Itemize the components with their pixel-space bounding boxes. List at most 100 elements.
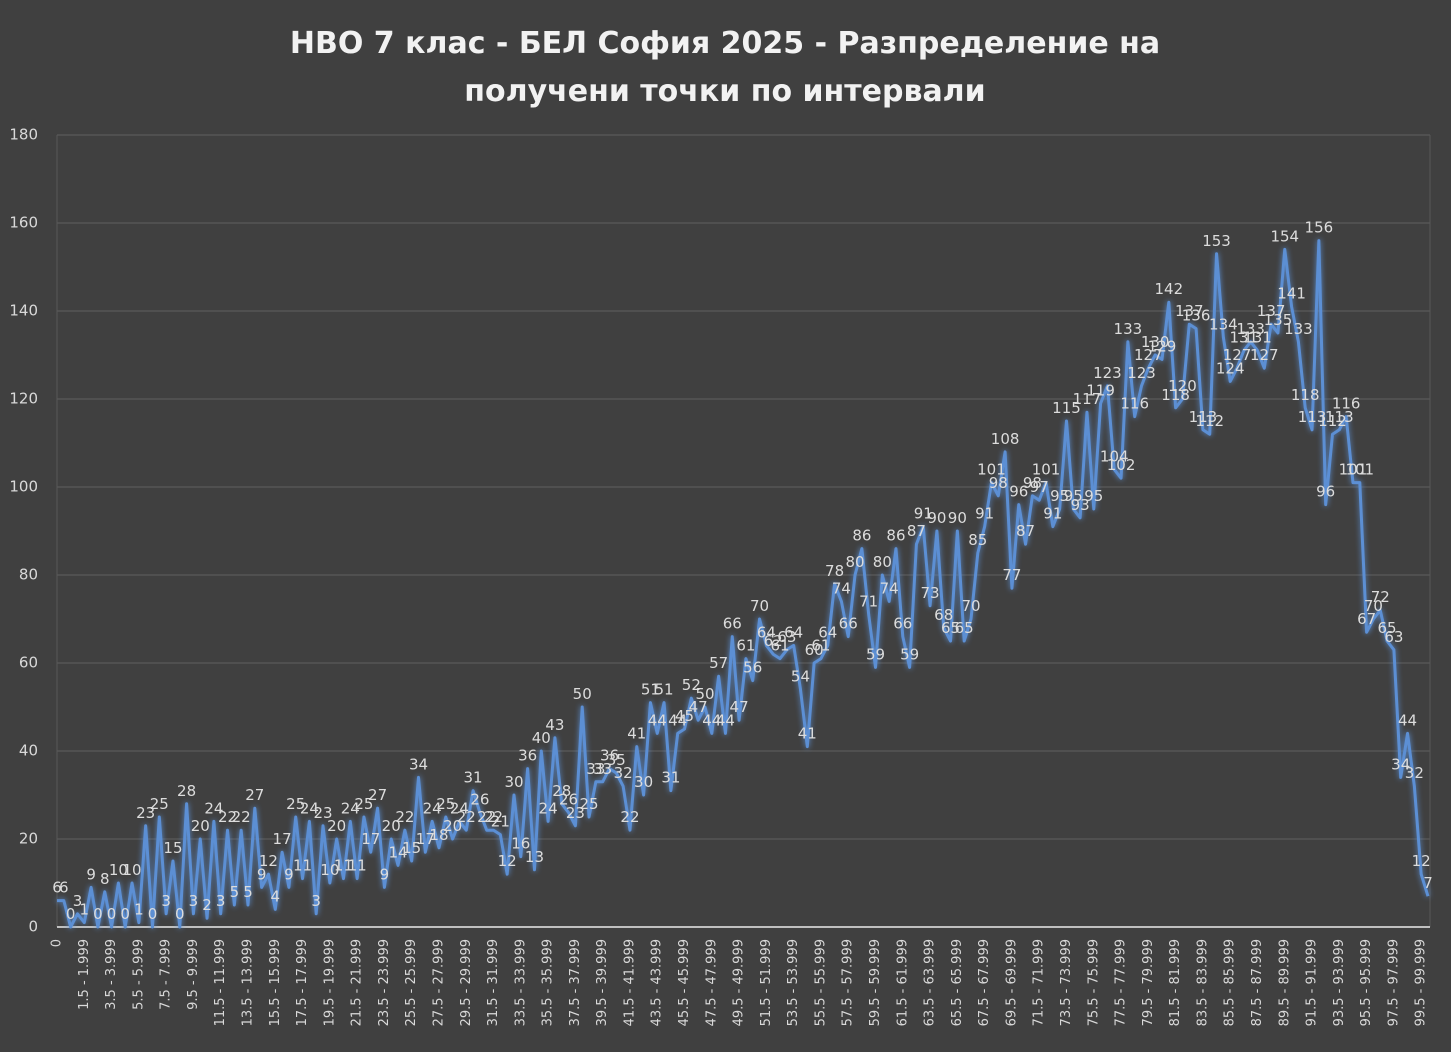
data-label: 24 [341, 799, 360, 817]
data-label: 44 [1398, 711, 1417, 729]
x-tick-label: 33.5 - 33.999 [513, 939, 528, 1026]
data-label: 15 [402, 839, 421, 857]
data-label: 141 [1277, 285, 1306, 303]
data-label: 33 [593, 760, 612, 778]
x-tick-label: 25.5 - 25.999 [404, 939, 419, 1026]
data-label: 41 [798, 725, 817, 743]
data-label: 10 [109, 861, 128, 879]
data-label: 130 [1141, 333, 1170, 351]
x-tick-label: 71.5 - 71.999 [1032, 939, 1047, 1026]
x-tick-label: 79.5 - 79.999 [1141, 939, 1156, 1026]
data-label: 15 [163, 839, 182, 857]
data-label: 26 [559, 791, 578, 809]
data-label: 22 [620, 808, 639, 826]
data-label: 17 [361, 830, 380, 848]
data-label: 30 [634, 773, 653, 791]
x-tick-label: 67.5 - 67.999 [977, 939, 992, 1026]
data-label: 23 [566, 804, 585, 822]
data-label: 66 [839, 615, 858, 633]
data-label: 23 [313, 804, 332, 822]
data-label: 11 [334, 857, 353, 875]
data-label: 18 [429, 826, 448, 844]
data-label: 20 [327, 817, 346, 835]
data-label: 31 [464, 769, 483, 787]
x-tick-label: 13.5 - 13.999 [240, 939, 255, 1026]
data-label: 12 [498, 852, 517, 870]
data-label: 74 [880, 579, 899, 597]
x-tick-label: 59.5 - 59.999 [868, 939, 883, 1026]
data-label: 44 [668, 711, 687, 729]
x-tick-label: 17.5 - 17.999 [295, 939, 310, 1026]
data-label: 123 [1127, 364, 1156, 382]
data-label: 134 [1209, 315, 1238, 333]
data-label: 24 [300, 799, 319, 817]
x-tick-label: 9.5 - 9.999 [186, 939, 201, 1010]
data-label: 0 [107, 905, 117, 923]
x-tick-label: 99.5 - 99.999 [1414, 939, 1429, 1026]
x-tick-label: 41.5 - 41.999 [622, 939, 637, 1026]
y-tick-label: 80 [19, 566, 38, 584]
x-tick-label: 95.5 - 95.999 [1359, 939, 1374, 1026]
data-label: 113 [1325, 408, 1354, 426]
data-label: 71 [859, 593, 878, 611]
data-label: 142 [1154, 280, 1183, 298]
data-label: 56 [743, 659, 762, 677]
data-label: 133 [1284, 320, 1313, 338]
data-label: 64 [784, 623, 803, 641]
data-label: 131 [1230, 329, 1259, 347]
x-tick-label: 19.5 - 19.999 [322, 939, 337, 1026]
data-label: 101 [977, 461, 1006, 479]
data-label: 64 [757, 623, 776, 641]
data-label: 3 [161, 892, 171, 910]
x-tick-label: 97.5 - 97.999 [1386, 939, 1401, 1026]
data-label: 40 [532, 729, 551, 747]
data-label: 24 [204, 799, 223, 817]
data-label: 1 [134, 901, 144, 919]
data-label: 154 [1270, 227, 1299, 245]
data-label: 17 [416, 830, 435, 848]
data-label: 61 [736, 637, 755, 655]
data-label: 24 [539, 799, 558, 817]
data-label: 112 [1318, 412, 1347, 430]
data-label: 113 [1298, 408, 1327, 426]
data-label: 104 [1100, 447, 1129, 465]
data-label: 127 [1250, 346, 1279, 364]
data-label: 27 [245, 786, 264, 804]
data-label: 90 [948, 509, 967, 527]
data-label: 70 [750, 597, 769, 615]
y-tick-label: 140 [9, 302, 38, 320]
x-tick-label: 65.5 - 65.999 [950, 939, 965, 1026]
data-label: 136 [1182, 307, 1211, 325]
data-label: 66 [893, 615, 912, 633]
data-label: 32 [1405, 764, 1424, 782]
data-label: 8 [100, 870, 110, 888]
data-label: 78 [825, 562, 844, 580]
data-label: 74 [832, 579, 851, 597]
x-tick-label: 43.5 - 43.999 [650, 939, 665, 1026]
data-label: 87 [907, 522, 926, 540]
x-tick-label: 31.5 - 31.999 [486, 939, 501, 1026]
data-label: 3 [73, 892, 83, 910]
data-label: 129 [1148, 337, 1177, 355]
data-label: 153 [1202, 232, 1231, 250]
y-tick-label: 60 [19, 654, 38, 672]
data-label: 24 [450, 799, 469, 817]
x-tick-label: 69.5 - 69.999 [1004, 939, 1019, 1026]
data-label: 95 [1064, 487, 1083, 505]
data-label: 97 [1030, 478, 1049, 496]
data-label: 73 [921, 584, 940, 602]
data-label: 0 [148, 905, 158, 923]
data-label: 44 [716, 711, 735, 729]
data-label: 120 [1168, 377, 1197, 395]
x-tick-label: 77.5 - 77.999 [1114, 939, 1129, 1026]
data-label: 115 [1052, 399, 1081, 417]
y-tick-label: 20 [19, 830, 38, 848]
data-label: 101 [1345, 461, 1374, 479]
data-label: 124 [1216, 359, 1245, 377]
data-label: 13 [525, 848, 544, 866]
data-label: 96 [1316, 483, 1335, 501]
data-label: 95 [1050, 487, 1069, 505]
data-label: 101 [1032, 461, 1061, 479]
data-label: 25 [286, 795, 305, 813]
